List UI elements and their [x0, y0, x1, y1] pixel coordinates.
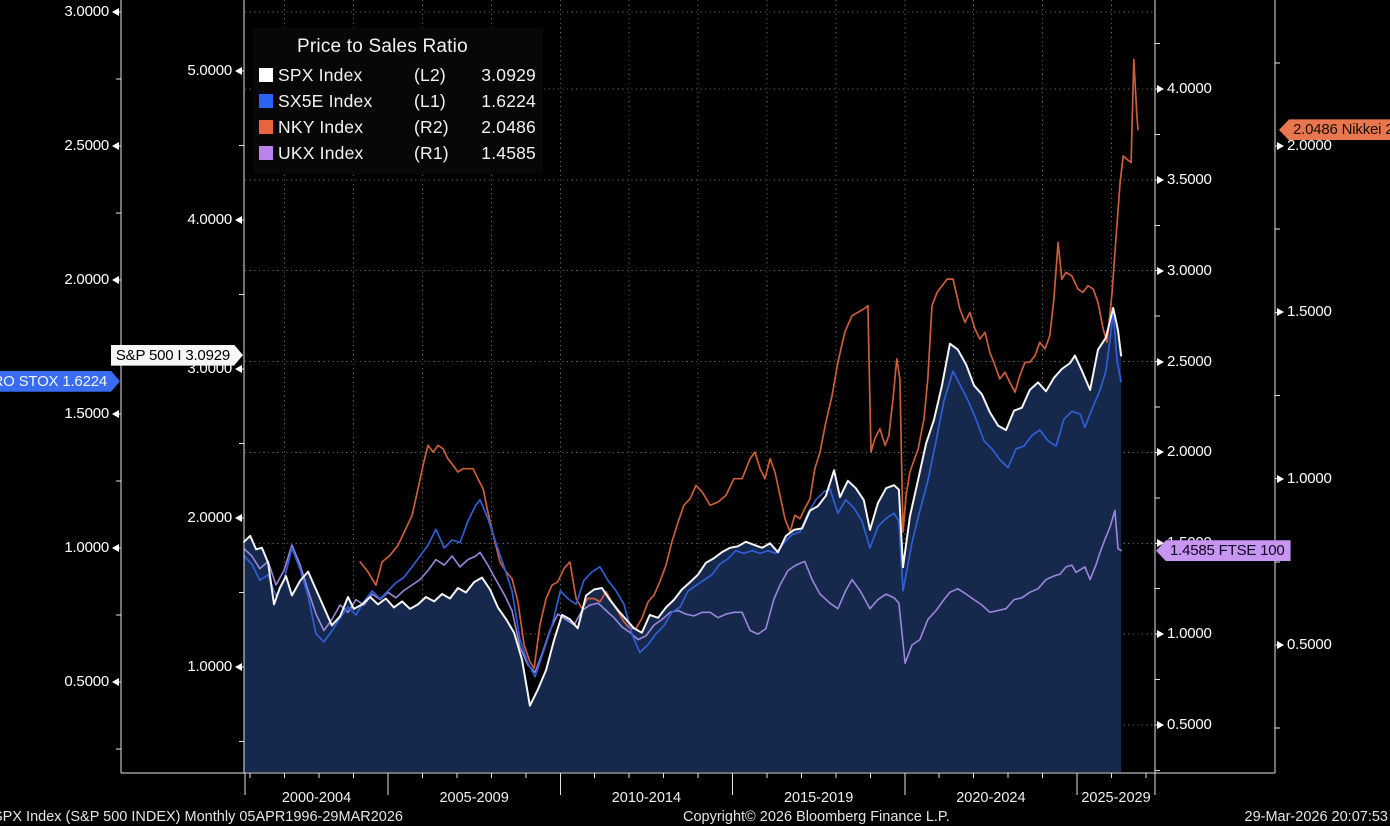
ukx-series-swatch-icon	[259, 146, 273, 160]
y-axis-tick-label-r2: 0.5000	[1277, 636, 1332, 654]
y-axis-tick-label-l2: 2.0000	[187, 509, 242, 527]
y-axis-tick-label-r2: 1.0000	[1277, 470, 1332, 488]
tick-arrow-icon	[112, 410, 119, 418]
y-axis-tick-label-l2: 5.0000	[187, 62, 242, 80]
legend-item-label: NKY Index	[278, 116, 364, 137]
legend-item-scale: (R1)	[414, 142, 449, 163]
legend-item-label: SPX Index	[278, 64, 363, 85]
tick-arrow-icon	[1157, 175, 1164, 184]
y-axis-tick-label-r1: 0.5000	[1157, 716, 1212, 734]
x-axis-period-label: 2015-2019	[783, 790, 854, 806]
legend-title: Price to Sales Ratio	[297, 36, 468, 57]
y-axis-tick-label-r1: 1.0000	[1157, 625, 1212, 643]
tick-arrow-icon	[1277, 142, 1284, 150]
legend-item-value: 1.6224	[481, 90, 536, 111]
tick-arrow-icon	[112, 678, 119, 686]
last-value-flag-ukx: 1.4585 FTSE 100	[1156, 540, 1291, 562]
last-value-flag-sx5e: EURO STOX 1.6224	[0, 371, 120, 392]
y-axis-tick-label-r2: 1.5000	[1277, 303, 1332, 321]
legend-item-nky[interactable]: NKY Index (R2) 2.0486	[259, 114, 543, 140]
tick-arrow-icon	[235, 514, 242, 522]
y-axis-tick-label-r1: 4.0000	[1157, 80, 1212, 98]
legend-item-label: UKX Index	[278, 142, 364, 163]
tick-arrow-icon	[1277, 308, 1284, 317]
tick-arrow-icon	[1277, 474, 1284, 483]
tick-arrow-icon	[112, 544, 119, 552]
tick-arrow-icon	[235, 663, 242, 671]
legend-item-value: 3.0929	[481, 64, 536, 85]
security-description: SPX Index (S&P 500 INDEX) Monthly 05APR1…	[0, 809, 403, 825]
legend-item-label: SX5E Index	[278, 90, 373, 111]
tick-arrow-icon	[1277, 641, 1284, 650]
y-axis-tick-label-l1: 2.0000	[64, 271, 119, 289]
nky-series-swatch-icon	[259, 120, 273, 134]
chart-legend: Price to Sales Ratio SPX Index (L2) 3.09…	[253, 28, 543, 174]
legend-item-ukx[interactable]: UKX Index (R1) 1.4585	[259, 140, 543, 166]
series-line-spx	[243, 306, 1123, 707]
x-axis-period-label: 2000-2004	[281, 790, 352, 806]
x-axis-period-label: 2020-2024	[956, 790, 1026, 806]
tick-arrow-icon	[1157, 630, 1164, 639]
y-axis-tick-label-l2: 1.0000	[187, 658, 242, 676]
legend-item-scale: (L1)	[414, 90, 446, 111]
y-axis-tick-label-l1: 1.0000	[64, 539, 119, 557]
tick-arrow-icon	[1157, 266, 1164, 275]
tick-arrow-icon	[235, 216, 242, 224]
y-axis-tick-label-r1: 3.5000	[1157, 171, 1212, 189]
x-axis-period-label: 2005-2009	[439, 790, 509, 806]
y-axis-tick-label-l1: 1.5000	[64, 405, 119, 423]
tick-arrow-icon	[235, 365, 242, 373]
tick-arrow-icon	[1157, 85, 1164, 93]
last-value-flag-spx: S&P 500 I 3.0929	[111, 345, 243, 366]
y-axis-tick-label-r1: 3.0000	[1157, 262, 1212, 280]
y-axis-tick-label-r1: 2.0000	[1157, 443, 1212, 461]
legend-item-value: 2.0486	[481, 116, 536, 137]
tick-arrow-icon	[1157, 357, 1164, 366]
y-axis-tick-label-r1: 2.5000	[1157, 353, 1212, 371]
tick-arrow-icon	[235, 67, 242, 75]
y-axis-tick-label-l1: 3.0000	[64, 3, 119, 21]
y-axis-tick-label-l2: 4.0000	[187, 211, 242, 229]
series-line-ukx	[243, 509, 1122, 674]
last-value-flag-nky: 2.0486 Nikkei 22	[1279, 119, 1390, 141]
timestamp: 29-Mar-2026 20:07:53	[1244, 809, 1389, 825]
series-line-sx5e	[243, 311, 1122, 678]
legend-item-spx[interactable]: SPX Index (L2) 3.0929	[259, 62, 543, 88]
y-axis-tick-label-l1: 0.5000	[64, 673, 119, 691]
tick-arrow-icon	[112, 8, 119, 16]
x-axis-period-label: 2010-2014	[611, 790, 682, 806]
legend-item-scale: (R2)	[414, 116, 449, 137]
copyright-notice: Copyright© 2026 Bloomberg Finance L.P.	[683, 809, 950, 825]
tick-arrow-icon	[1157, 539, 1164, 548]
area-fill-spx	[244, 307, 1122, 772]
legend-item-sx5e[interactable]: SX5E Index (L1) 1.6224	[259, 88, 543, 114]
tick-arrow-icon	[1157, 720, 1164, 729]
tick-arrow-icon	[112, 142, 119, 150]
legend-item-value: 1.4585	[481, 142, 536, 163]
sx5e-series-swatch-icon	[259, 94, 273, 108]
spx-series-swatch-icon	[259, 68, 273, 82]
x-axis-period-label: 2025-2029	[1081, 790, 1151, 806]
y-axis-tick-label-r2: 2.0000	[1277, 137, 1332, 155]
legend-item-scale: (L2)	[414, 64, 446, 85]
tick-arrow-icon	[1157, 448, 1164, 457]
y-axis-tick-label-l1: 2.5000	[64, 137, 119, 155]
tick-arrow-icon	[112, 276, 119, 284]
